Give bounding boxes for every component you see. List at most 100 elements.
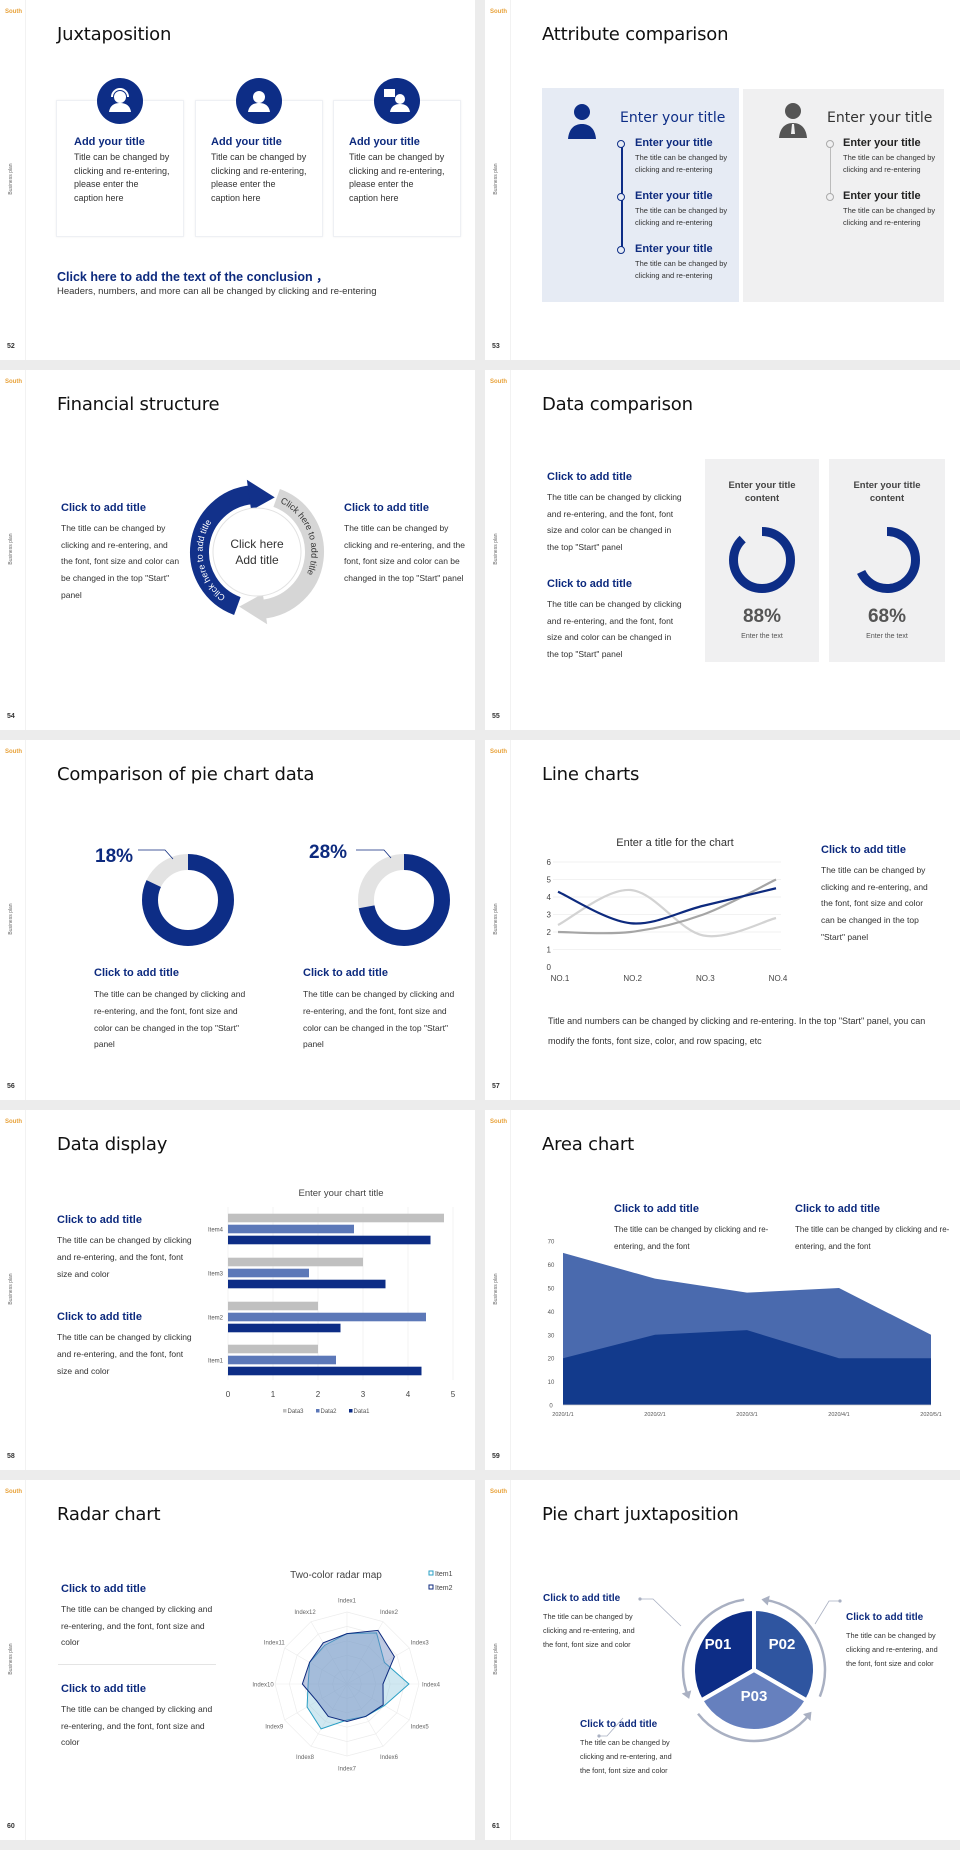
slide-56[interactable]: Comparison of pie chart data 18% 28% Cli…	[0, 740, 475, 1100]
y-tick-label: 6	[547, 858, 552, 867]
legend-label: Item1	[435, 1571, 453, 1578]
segmented-pie: P01 P02 P03	[597, 1595, 842, 1743]
bar-data1-item2	[228, 1323, 341, 1333]
slide-55[interactable]: Data comparison Click to add title The t…	[485, 370, 960, 730]
brand-logo: South	[5, 749, 22, 755]
donut-68-value-arc	[854, 527, 920, 593]
card-body: Title can be changed by clicking and re-…	[349, 152, 445, 203]
page-number: 59	[492, 1453, 500, 1460]
legend-label: Data2	[321, 1409, 338, 1415]
brand-logo: South	[5, 1489, 22, 1495]
x-tick-label: 2020/3/1	[736, 1412, 757, 1418]
side-title: Click to add title	[821, 844, 906, 856]
page-number: 58	[7, 1453, 15, 1460]
page-number: 61	[492, 1823, 500, 1830]
stat-title: Enter your title content	[853, 480, 921, 504]
x-tick-label: 5	[451, 1390, 456, 1399]
item-body: The title can be changed by clicking and…	[843, 206, 936, 227]
side-label: Business plan	[8, 903, 14, 935]
line-series-2	[557, 888, 777, 938]
outer-ring-arc	[763, 1598, 827, 1698]
brand-logo: South	[490, 9, 507, 15]
slide-title: Attribute comparison	[542, 24, 729, 45]
line-series-3	[557, 878, 777, 935]
leader-line	[138, 849, 174, 860]
slide-54[interactable]: Financial structure Click to add title T…	[0, 370, 475, 730]
connector-line	[814, 1600, 840, 1625]
slide-59[interactable]: Area chart 0 10 20 30 40 50 60 70 2020/1/1 2020/2…	[485, 1110, 960, 1470]
slide-title: Line charts	[542, 764, 640, 785]
ring-arrowhead	[761, 1595, 770, 1606]
feature-card[interactable]: Add your title Title can be changed by c…	[333, 78, 461, 237]
x-tick-label: NO.4	[769, 974, 788, 983]
item-body: The title can be changed by clicking and…	[843, 153, 936, 174]
slide-58[interactable]: Data display Click to add title The titl…	[0, 1110, 475, 1470]
stat-title: Enter your title content	[728, 480, 796, 504]
slide-title: Financial structure	[57, 394, 220, 415]
sidebar-divider	[510, 0, 511, 360]
slide-57[interactable]: Line charts Enter a title for the chart 0…	[485, 740, 960, 1100]
side-body: The title can be changed by clicking and…	[821, 865, 928, 942]
block-body: The title can be changed by clicking and…	[543, 1612, 635, 1649]
item-title: Enter your title	[635, 137, 713, 149]
divider-line	[58, 1664, 216, 1665]
sidebar-divider	[510, 370, 511, 730]
slide-53[interactable]: Attribute comparison Enter your title En…	[485, 0, 960, 360]
timeline-dot	[826, 193, 834, 201]
y-tick-label: 40	[548, 1310, 555, 1316]
axis-label: Index3	[411, 1641, 430, 1647]
y-tick-label: 5	[547, 876, 552, 885]
side-label: Business plan	[493, 1273, 499, 1305]
axis-label: Index10	[252, 1683, 274, 1689]
connector-dot	[597, 1734, 601, 1738]
percent-label: 18%	[95, 846, 134, 867]
slide-title: Juxtaposition	[57, 24, 172, 45]
bar-data1-item1	[228, 1366, 422, 1376]
radar-spoke	[310, 1621, 348, 1685]
axis-label: Index6	[380, 1755, 399, 1761]
slide-61[interactable]: Pie chart juxtaposition P01 P02 P03 Click …	[485, 1480, 960, 1840]
block-body: The title can be changed by clicking and…	[795, 1225, 950, 1251]
block-title: Click to add title	[547, 471, 632, 483]
axis-label: Index5	[411, 1725, 430, 1731]
category-label: Item1	[208, 1359, 224, 1365]
item-body: The title can be changed by clicking and…	[94, 989, 246, 1050]
y-tick-label: 0	[549, 1404, 553, 1410]
axis-label: Index9	[265, 1725, 284, 1731]
ring-arrowhead	[681, 1690, 692, 1699]
block-body: The title can be changed by clicking and…	[57, 1235, 192, 1279]
slide-title: Data display	[57, 1134, 168, 1155]
segment-label: P02	[769, 1636, 796, 1653]
x-tick-label: NO.1	[551, 974, 570, 983]
y-tick-label: 70	[548, 1240, 555, 1246]
slide-52[interactable]: Juxtaposition Add your title Title can b…	[0, 0, 475, 360]
page-number: 57	[492, 1083, 500, 1090]
x-tick-label: 2020/1/1	[552, 1412, 573, 1418]
category-label: Item3	[208, 1272, 224, 1278]
feature-card[interactable]: Add your title Title can be changed by c…	[195, 78, 323, 237]
side-label: Business plan	[8, 163, 14, 195]
legend-label: Data3	[288, 1409, 305, 1415]
bar-data2-item2	[228, 1312, 426, 1322]
legend-swatch	[349, 1409, 353, 1413]
feature-card[interactable]: Add your title Title can be changed by c…	[56, 78, 184, 237]
bar-data2-item1	[228, 1355, 336, 1365]
page-number: 60	[7, 1823, 15, 1830]
left-title: Click to add title	[61, 502, 146, 514]
slide-title: Data comparison	[542, 394, 693, 415]
x-tick-label: NO.3	[696, 974, 715, 983]
block-title: Click to add title	[795, 1203, 880, 1215]
x-tick-label: 2	[316, 1390, 321, 1399]
item-title: Enter your title	[843, 190, 921, 202]
item-title: Enter your title	[635, 190, 713, 202]
sidebar-divider	[25, 1110, 26, 1470]
radar-spoke	[346, 1683, 410, 1721]
blue-arc-arrow	[190, 485, 254, 615]
bar-data3-item2	[228, 1301, 318, 1311]
radar-series-item2	[301, 1629, 395, 1722]
x-tick-label: 1	[271, 1390, 276, 1399]
slide-60[interactable]: Radar chart Click to add title The title…	[0, 1480, 475, 1840]
bar-chart: Enter your chart title 0 1 2 3 4 5 Item1 Item2 It…	[208, 1188, 456, 1415]
sidebar-divider	[25, 370, 26, 730]
segment-label: P01	[705, 1636, 732, 1653]
